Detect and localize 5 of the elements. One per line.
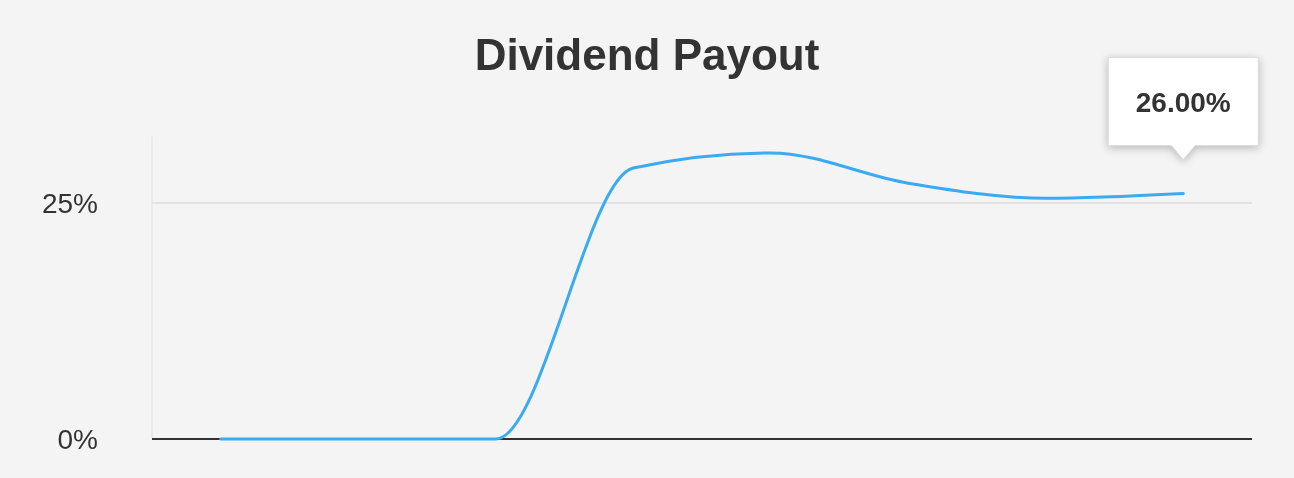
line-series (219, 151, 1185, 441)
y-tick-label: 25% (41, 188, 98, 219)
data-label: 26.00% (1135, 86, 1231, 118)
chart-title: Dividend Payout (474, 30, 820, 79)
y-tick-label: 0% (57, 424, 98, 455)
